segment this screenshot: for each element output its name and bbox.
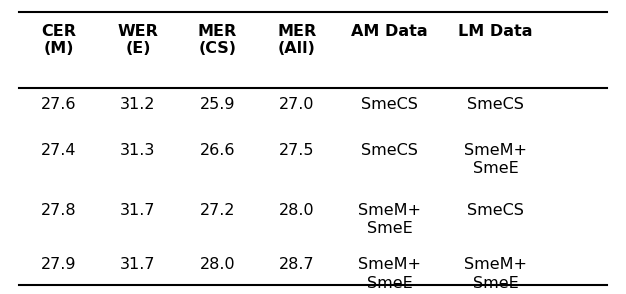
Text: 28.0: 28.0 bbox=[279, 203, 315, 218]
Text: SmeCS: SmeCS bbox=[467, 203, 524, 218]
Text: AM Data: AM Data bbox=[351, 24, 428, 39]
Text: CER
(M): CER (M) bbox=[41, 24, 76, 56]
Text: SmeM+
SmeE: SmeM+ SmeE bbox=[358, 257, 421, 291]
Text: 31.7: 31.7 bbox=[120, 257, 156, 272]
Text: 31.3: 31.3 bbox=[120, 143, 156, 158]
Text: 31.7: 31.7 bbox=[120, 203, 156, 218]
Text: 27.4: 27.4 bbox=[41, 143, 76, 158]
Text: 27.0: 27.0 bbox=[279, 97, 315, 112]
Text: SmeM+
SmeE: SmeM+ SmeE bbox=[464, 143, 527, 176]
Text: 26.6: 26.6 bbox=[200, 143, 235, 158]
Text: SmeCS: SmeCS bbox=[467, 97, 524, 112]
Text: MER
(All): MER (All) bbox=[277, 24, 316, 56]
Text: SmeM+
SmeE: SmeM+ SmeE bbox=[464, 257, 527, 291]
Text: 27.6: 27.6 bbox=[41, 97, 76, 112]
Text: SmeM+
SmeE: SmeM+ SmeE bbox=[358, 203, 421, 236]
Text: SmeCS: SmeCS bbox=[361, 143, 418, 158]
Text: WER
(E): WER (E) bbox=[118, 24, 158, 56]
Text: LM Data: LM Data bbox=[458, 24, 533, 39]
Text: 27.9: 27.9 bbox=[41, 257, 76, 272]
Text: 27.5: 27.5 bbox=[279, 143, 315, 158]
Text: 27.8: 27.8 bbox=[41, 203, 76, 218]
Text: 31.2: 31.2 bbox=[120, 97, 156, 112]
Text: MER
(CS): MER (CS) bbox=[198, 24, 237, 56]
Text: SmeCS: SmeCS bbox=[361, 97, 418, 112]
Text: 25.9: 25.9 bbox=[200, 97, 235, 112]
Text: 28.0: 28.0 bbox=[200, 257, 235, 272]
Text: 27.2: 27.2 bbox=[200, 203, 235, 218]
Text: 28.7: 28.7 bbox=[279, 257, 315, 272]
